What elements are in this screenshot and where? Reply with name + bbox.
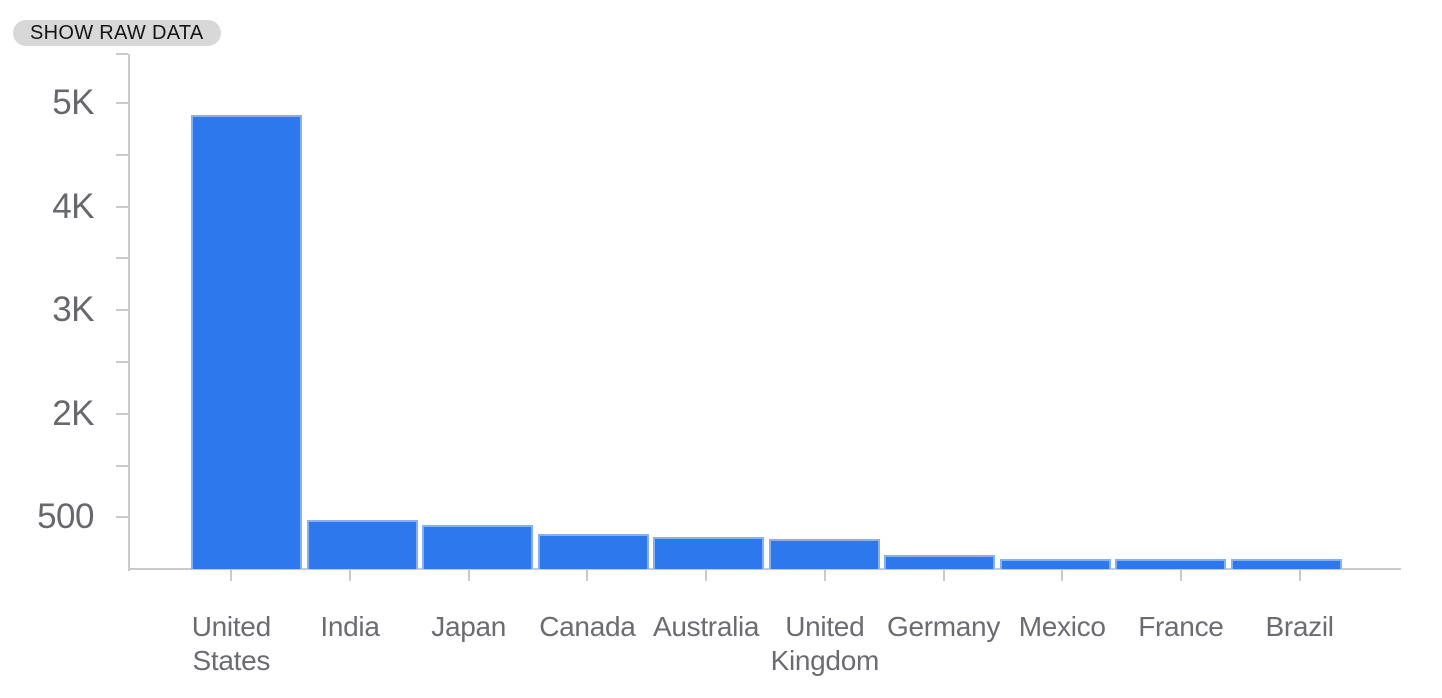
bar[interactable] [306,519,418,569]
bar[interactable] [768,538,880,569]
y-axis-minor-tick [116,464,128,467]
y-axis-minor-tick [116,53,128,55]
show-raw-data-button[interactable]: SHOW RAW DATA [13,20,221,46]
y-axis-minor-tick [116,361,128,363]
y-axis-tick-label: 4K [52,186,94,226]
bar[interactable] [422,524,534,569]
y-axis-tick-label: 5K [52,83,94,122]
x-axis-line [128,568,1401,570]
x-category-label: France [1138,611,1224,642]
x-category-label: United Kingdom [770,611,880,676]
bar[interactable] [999,558,1111,569]
x-axis-tick [942,569,945,581]
x-category-label: Australia [652,611,760,642]
y-axis-major-tick [116,102,128,104]
bar[interactable] [537,533,649,569]
x-category-label: India [320,611,380,642]
x-axis-tick [467,569,470,581]
x-axis-tick [1061,569,1064,581]
x-axis-tick [586,569,589,581]
y-axis-line [128,54,130,571]
x-category-label: United States [191,611,271,676]
y-axis-minor-tick [116,257,128,260]
y-axis-minor-tick [116,153,128,156]
bar[interactable] [884,555,996,569]
y-axis-tick-label: 2K [52,393,94,433]
x-axis-tick [1298,569,1301,581]
y-axis-major-tick [116,516,128,519]
bar[interactable] [1230,558,1342,569]
y-axis-major-tick [116,205,128,208]
x-category-label: Brazil [1265,611,1334,642]
x-category-label: Canada [539,611,636,642]
x-category-label: Mexico [1018,611,1106,642]
bar[interactable] [1115,558,1227,569]
x-axis-tick [1179,569,1182,581]
bar[interactable] [653,536,765,569]
y-axis-tick-label: 3K [52,290,94,330]
x-category-label: Japan [431,611,507,642]
y-axis-tick-label: 500 [37,497,94,537]
y-axis-major-tick [116,412,128,415]
x-axis-tick [230,569,233,581]
bar[interactable] [191,114,302,569]
x-axis-tick [705,569,708,581]
y-axis-major-tick [116,309,128,312]
x-axis-tick [349,569,351,581]
x-category-label: Germany [886,611,1001,642]
x-axis-tick [823,569,826,581]
